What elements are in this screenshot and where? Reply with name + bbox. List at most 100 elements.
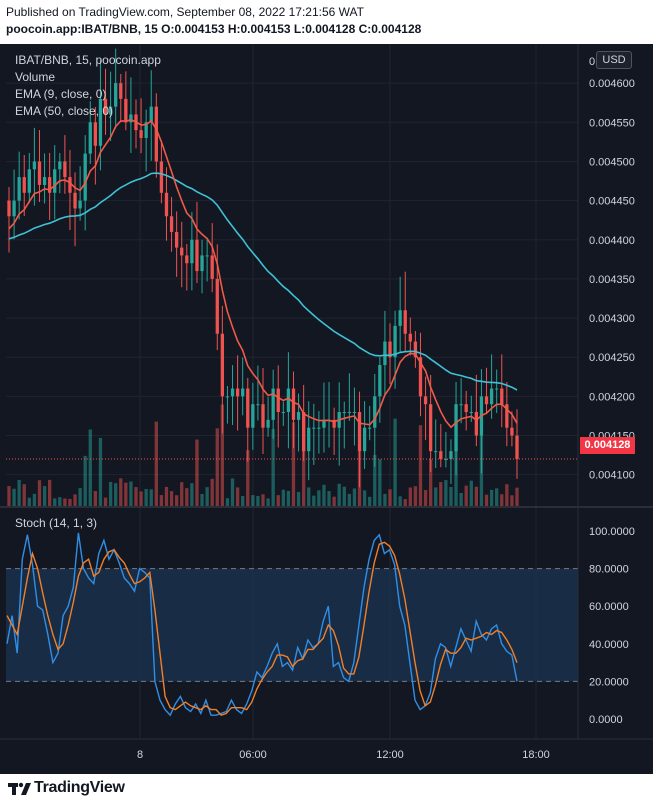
candle-body: [63, 161, 67, 178]
price-tick-label: 0.004400: [589, 235, 635, 247]
candle-body: [220, 333, 225, 397]
volume-bar: [281, 489, 285, 506]
ema9-line: [8, 118, 518, 429]
footer: TradingView: [0, 774, 653, 804]
candle-body: [271, 388, 275, 420]
volume-bar: [164, 486, 169, 506]
volume-bar: [489, 489, 494, 506]
candle-body: [489, 388, 494, 405]
candle-body: [373, 396, 377, 428]
volume-bar: [225, 498, 230, 506]
volume-bar: [103, 497, 108, 506]
volume-bar: [256, 495, 260, 506]
price-tick-label: 0.004450: [589, 196, 635, 208]
volume-bar: [32, 493, 37, 506]
currency-button[interactable]: USD: [596, 51, 632, 69]
volume-bar: [58, 497, 62, 506]
last-price-tag: 0.004128: [580, 437, 635, 454]
candle-body: [149, 106, 153, 123]
legend-volume: Volume: [15, 70, 56, 84]
stoch-tick-label: 20.0000: [589, 676, 629, 688]
candle-body: [124, 98, 128, 123]
candle-body: [7, 200, 11, 217]
volume-bar: [352, 488, 357, 506]
volume-bar: [251, 495, 255, 506]
candle-body: [139, 130, 143, 138]
candle-body: [164, 192, 169, 217]
candle-body: [159, 161, 164, 193]
volume-bar: [276, 495, 280, 506]
chart-canvas[interactable]: 0.004600 0.004550 0.004500 0.004450 0.004400…: [0, 44, 653, 774]
legend-ema9: EMA (9, close, 0): [15, 87, 107, 101]
price-tick-label: 0.004250: [589, 352, 635, 364]
volume-bar: [398, 496, 402, 506]
candle-body: [241, 388, 245, 397]
candle-body: [73, 192, 77, 209]
volume-bar: [235, 487, 240, 506]
volume-bar: [63, 498, 67, 506]
volume-bar: [149, 489, 153, 506]
candle-body: [347, 412, 352, 414]
candle-body: [383, 341, 387, 366]
ohlc-readout: poocoin.app:IBAT/BNB, 15 O:0.004153 H:0.…: [6, 22, 422, 36]
candle-body: [108, 106, 113, 115]
volume-bar: [215, 428, 219, 506]
candle-body: [291, 388, 296, 420]
candle-body: [114, 83, 118, 107]
candle-body: [256, 404, 260, 406]
candle-body: [78, 200, 82, 209]
candle-body: [362, 427, 367, 452]
volume-bar: [515, 487, 519, 506]
time-tick-label: 8: [137, 749, 143, 761]
candle-body: [195, 239, 199, 272]
volume-bar: [124, 482, 128, 506]
legend-ema50: EMA (50, close, 0): [15, 104, 114, 118]
candle-body: [286, 388, 291, 413]
candle-body: [510, 427, 514, 436]
tradingview-logo-icon: [8, 782, 31, 795]
candle-body: [103, 98, 108, 115]
candle-body: [205, 255, 209, 257]
candle-body: [449, 451, 453, 460]
volume-bar: [210, 478, 214, 506]
volume-bar: [403, 499, 407, 506]
volume-bar: [22, 484, 26, 506]
volume-bar: [296, 491, 301, 506]
volume-bar: [271, 429, 275, 506]
candle-body: [17, 177, 21, 201]
volume-bar: [114, 483, 118, 506]
volume-bar: [434, 487, 438, 506]
volume-bar: [428, 459, 433, 506]
volume-bar: [159, 495, 164, 506]
candle-body: [388, 341, 392, 358]
candle-body: [215, 278, 219, 334]
volume-bar: [134, 487, 138, 506]
candle-body: [301, 412, 306, 452]
candle-body: [185, 255, 189, 264]
chart-area[interactable]: 0.004600 0.004550 0.004500 0.004450 0.004400…: [0, 44, 653, 774]
candle-body: [495, 388, 499, 390]
volume-bar: [78, 488, 82, 506]
candle-body: [469, 412, 473, 414]
candle-body: [129, 114, 133, 123]
volume-bar: [144, 488, 148, 506]
legend-stoch: Stoch (14, 1, 3): [15, 516, 98, 530]
price-tick-label: 0.004300: [589, 313, 635, 325]
volume-bar: [337, 483, 341, 506]
volume-bar: [388, 489, 392, 506]
candle-body: [398, 310, 402, 326]
candle-body: [352, 412, 357, 414]
published-text: Published on TradingView.com, September …: [6, 5, 364, 19]
candle-body: [180, 247, 184, 256]
volume-bar: [291, 422, 296, 506]
volume-bar: [418, 425, 423, 506]
volume-bar: [195, 439, 199, 506]
volume-bar: [190, 483, 194, 506]
volume-bar: [474, 486, 479, 506]
volume-bar: [88, 429, 92, 506]
stoch-tick-label: 40.0000: [589, 639, 629, 651]
candle-body: [68, 177, 72, 193]
stoch-k-line: [6, 532, 518, 717]
candle-body: [322, 419, 326, 428]
candle-body: [251, 404, 255, 428]
